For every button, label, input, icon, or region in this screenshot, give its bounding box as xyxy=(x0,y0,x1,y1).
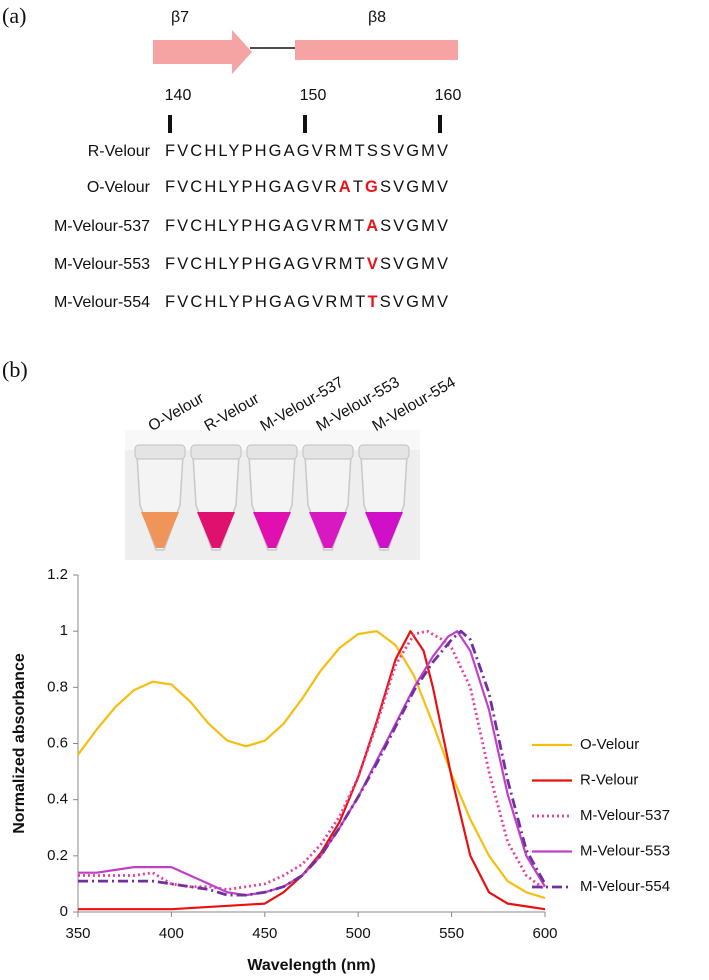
y-tick-label: 1.2 xyxy=(47,566,68,583)
ruler-label: 150 xyxy=(300,87,327,104)
y-tick-label: 0.4 xyxy=(47,791,68,808)
sequence-name: M-Velour-554 xyxy=(54,294,150,311)
legend-label: M-Velour-554 xyxy=(580,878,670,895)
sequence: FVCHLYPHGAGVRMTSSVGMV xyxy=(165,142,448,160)
tube-cap xyxy=(246,444,298,460)
residues: FVCHLYPHGAGVR xyxy=(165,178,337,196)
series-line xyxy=(78,630,546,911)
tube-label: O-Velour xyxy=(146,390,207,435)
ruler-label: 160 xyxy=(435,87,462,104)
x-tick-label: 450 xyxy=(252,925,277,942)
residues: SVGMV xyxy=(380,255,448,273)
strand-arrow xyxy=(153,30,252,74)
residues: FVCHLYPHGAGVRMT xyxy=(165,255,365,273)
legend-label: M-Velour-537 xyxy=(580,807,670,824)
residues: SVGMV xyxy=(380,217,448,235)
sequence: FVCHLYPHGAGVR A T G SVGMV xyxy=(165,178,448,196)
tube-liquid xyxy=(141,512,179,548)
sequence-name: M-Velour-537 xyxy=(54,218,150,235)
x-axis-label: Wavelength (nm) xyxy=(247,957,375,974)
mutated-residue: V xyxy=(367,255,378,273)
residues: SVGMV xyxy=(380,293,448,311)
tube-cap xyxy=(190,444,242,460)
strand-label: β8 xyxy=(368,9,386,26)
sequence: FVCHLYPHGAGVRMT A SVGMV xyxy=(165,217,448,235)
residues: FVCHLYPHGAGVRMTSSVGMV xyxy=(165,142,448,160)
ruler-label: 140 xyxy=(165,87,192,104)
panel-label: (b) xyxy=(2,357,28,382)
tube-cap xyxy=(302,444,354,460)
residues: FVCHLYPHGAGVRMT xyxy=(165,217,364,235)
y-tick-label: 1 xyxy=(60,622,68,639)
x-tick-label: 400 xyxy=(159,925,184,942)
series-line xyxy=(78,630,546,897)
mutated-residue: T xyxy=(368,293,378,311)
sequence: FVCHLYPHGAGVRMT T SVGMV xyxy=(165,293,448,311)
mutated-residue: A xyxy=(366,217,378,235)
y-tick-label: 0.6 xyxy=(47,734,68,751)
y-tick-label: 0 xyxy=(60,903,68,920)
y-tick-label: 0.8 xyxy=(47,678,68,695)
residues: SVGMV xyxy=(380,178,448,196)
tube-liquid xyxy=(309,512,347,548)
sequence-name: M-Velour-553 xyxy=(54,256,150,273)
y-tick-label: 0.2 xyxy=(47,847,68,864)
legend-label: R-Velour xyxy=(580,771,638,788)
strand-label: β7 xyxy=(171,9,189,26)
residues: T xyxy=(353,178,363,196)
residues: FVCHLYPHGAGVRMT xyxy=(165,293,365,311)
sequence: FVCHLYPHGAGVRMT V SVGMV xyxy=(165,255,448,273)
legend-label: M-Velour-553 xyxy=(580,842,670,859)
series-line xyxy=(78,629,546,891)
y-axis-label: Normalized absorbance xyxy=(11,653,28,834)
x-tick-label: 500 xyxy=(346,925,371,942)
tube-cap xyxy=(358,444,410,460)
tube-liquid xyxy=(253,512,291,548)
strand-bar xyxy=(295,40,458,60)
sequence-name: R-Velour xyxy=(88,143,151,160)
mutated-residue: A xyxy=(339,178,351,196)
series-line xyxy=(78,629,547,897)
mutated-residue: G xyxy=(365,178,378,196)
x-tick-label: 350 xyxy=(65,925,90,942)
x-tick-label: 550 xyxy=(439,925,464,942)
x-tick-label: 600 xyxy=(532,925,557,942)
tube-liquid xyxy=(197,512,235,548)
legend-label: O-Velour xyxy=(580,736,639,753)
tube-liquid xyxy=(365,512,403,548)
series-line xyxy=(77,630,546,900)
panel-label: (a) xyxy=(2,3,26,28)
sequence-name: O-Velour xyxy=(87,179,151,196)
tube-label: R-Velour xyxy=(202,390,263,435)
tube-cap xyxy=(134,444,186,460)
